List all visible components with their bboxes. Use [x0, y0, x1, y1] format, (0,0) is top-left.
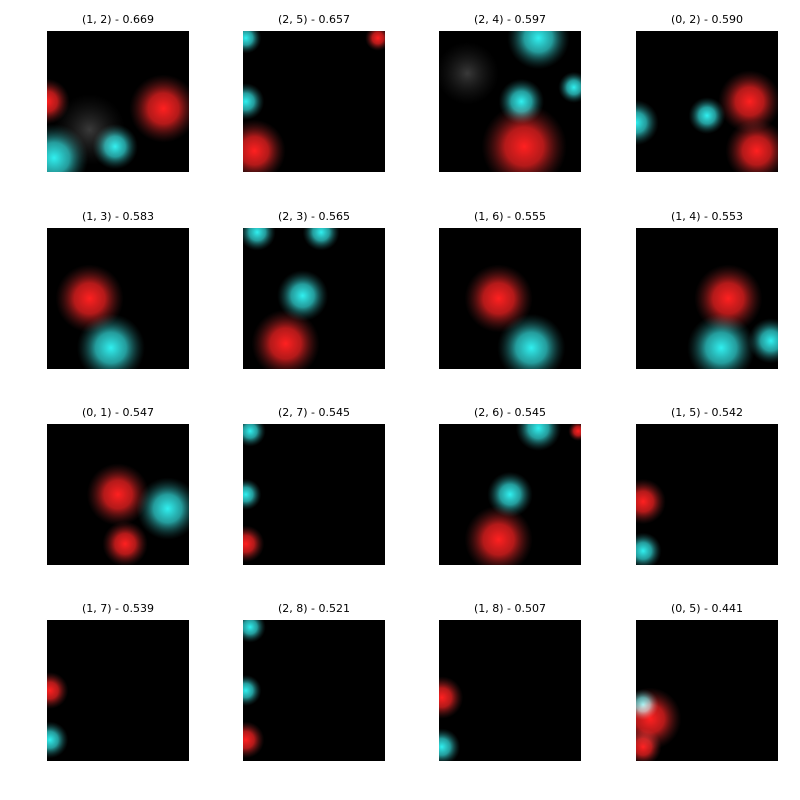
blob	[102, 521, 148, 565]
thumbnail	[439, 31, 581, 172]
blob	[464, 264, 533, 333]
panel-title: (1, 6) - 0.555	[474, 210, 546, 223]
blob	[636, 532, 662, 565]
panel-title: (1, 5) - 0.542	[671, 406, 743, 419]
blob	[129, 74, 189, 143]
thumbnail-background	[47, 620, 189, 761]
blob	[251, 309, 320, 369]
thumbnail-background	[243, 620, 385, 761]
blob	[718, 70, 778, 133]
thumbnail	[243, 31, 385, 172]
thumbnail-background	[243, 424, 385, 565]
blob	[558, 71, 581, 104]
blob	[136, 477, 189, 540]
panel-title: (1, 7) - 0.539	[82, 602, 154, 615]
panel-title: (1, 3) - 0.583	[82, 210, 154, 223]
thumbnail	[439, 424, 581, 565]
panel-title: (2, 3) - 0.565	[278, 210, 350, 223]
thumbnail	[636, 424, 778, 565]
blob	[243, 119, 286, 172]
panel-title: (1, 4) - 0.553	[671, 210, 743, 223]
blob	[243, 424, 266, 447]
blob	[487, 471, 533, 518]
blob	[636, 478, 666, 525]
panel-title: (2, 5) - 0.657	[278, 13, 350, 26]
thumbnail	[636, 620, 778, 761]
blob	[243, 228, 276, 251]
blob	[243, 674, 262, 707]
blob	[439, 42, 499, 105]
blob	[302, 228, 340, 251]
blob	[76, 313, 145, 369]
thumbnail	[47, 228, 189, 369]
blob	[365, 31, 385, 51]
panel-title: (2, 8) - 0.521	[278, 602, 350, 615]
thumbnail	[47, 424, 189, 565]
blob	[243, 620, 266, 643]
panel-title: (2, 7) - 0.545	[278, 406, 350, 419]
blob	[243, 83, 265, 120]
panel-title: (1, 8) - 0.507	[474, 602, 546, 615]
blob	[464, 505, 533, 565]
thumbnail-background	[439, 620, 581, 761]
blob	[277, 270, 329, 322]
blob	[47, 672, 69, 709]
blob	[481, 104, 567, 172]
blob	[748, 318, 778, 364]
blob	[439, 728, 461, 761]
blob	[439, 676, 464, 719]
panel-title: (1, 2) - 0.669	[82, 13, 154, 26]
blob	[243, 478, 262, 511]
blob	[86, 463, 150, 526]
panel-title: (0, 2) - 0.590	[671, 13, 743, 26]
panel-title: (0, 5) - 0.441	[671, 602, 743, 615]
thumbnail	[243, 228, 385, 369]
blob	[687, 313, 756, 369]
panel-title: (0, 1) - 0.547	[82, 406, 154, 419]
thumbnail	[47, 31, 189, 172]
blob	[47, 123, 89, 172]
blob	[243, 721, 265, 759]
thumbnail	[636, 228, 778, 369]
blob	[243, 31, 262, 54]
blob	[515, 424, 562, 451]
panel-title: (2, 4) - 0.597	[474, 13, 546, 26]
thumbnail	[243, 424, 385, 565]
thumbnail	[439, 620, 581, 761]
blob	[498, 78, 545, 125]
blob	[688, 97, 726, 135]
thumbnail	[439, 228, 581, 369]
thumbnail	[636, 31, 778, 172]
thumbnail	[47, 620, 189, 761]
blob	[497, 313, 566, 369]
blob	[507, 31, 570, 70]
blob	[636, 99, 659, 146]
blob	[92, 123, 138, 170]
blob	[47, 78, 70, 125]
panel-title: (2, 6) - 0.545	[474, 406, 546, 419]
blob	[568, 424, 581, 441]
blob	[243, 525, 265, 563]
blob	[636, 728, 662, 761]
blob	[47, 721, 69, 759]
blob	[636, 688, 659, 721]
thumbnail	[243, 620, 385, 761]
blob	[725, 119, 778, 172]
